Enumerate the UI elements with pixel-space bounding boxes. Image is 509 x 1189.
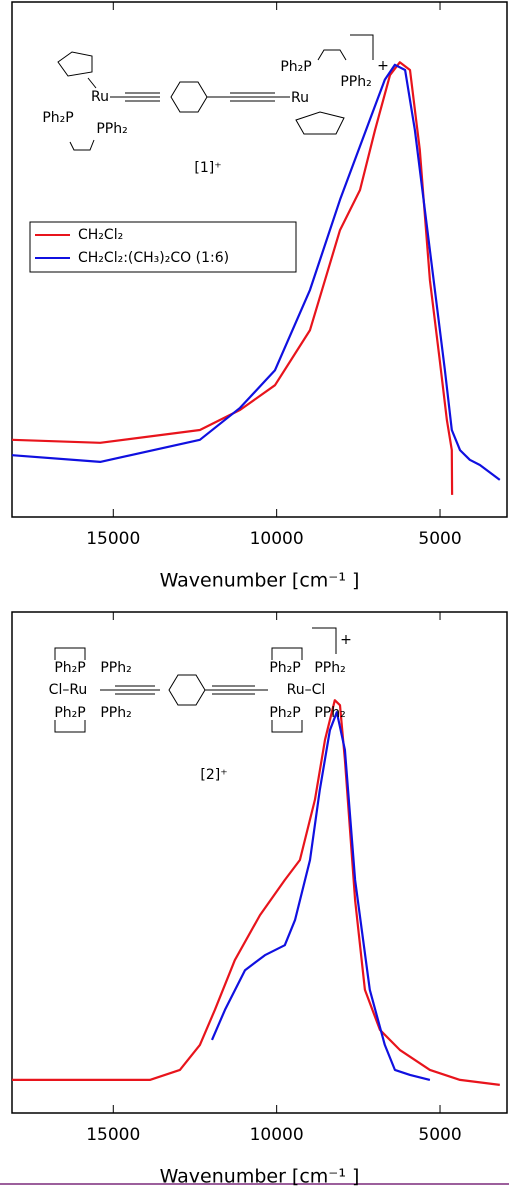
- legend-label: CH₂Cl₂: [78, 227, 123, 243]
- plot-frame: [11, 611, 508, 1114]
- x-axis-label: Wavenumber [cm⁻¹ ]: [160, 570, 360, 592]
- x-axis-label: Wavenumber [cm⁻¹ ]: [160, 1166, 360, 1188]
- x-tick-label: 10000: [250, 1125, 304, 1145]
- data-line: [12, 699, 500, 1086]
- structure-label: Cl–Ru: [49, 682, 88, 698]
- structure-label: [2]⁺: [200, 767, 227, 783]
- x-tick-label: 15000: [86, 529, 140, 549]
- structure-label: PPh₂: [314, 705, 345, 721]
- structure-label: Ph₂P: [54, 705, 85, 721]
- x-tick-label: 5000: [418, 529, 461, 549]
- x-tick-label: 5000: [418, 1125, 461, 1145]
- legend-label: CH₂Cl₂:(CH₃)₂CO (1:6): [78, 250, 229, 266]
- structure-label: Ru: [91, 89, 109, 105]
- structure-label: +: [377, 58, 389, 74]
- structure-label: PPh₂: [100, 660, 131, 676]
- data-line: [210, 711, 431, 1081]
- structure-label: PPh₂: [100, 705, 131, 721]
- structure-label: Ph₂P: [269, 660, 300, 676]
- structure-label: Ru: [291, 90, 309, 106]
- data-line: [11, 61, 454, 495]
- structure-label: [1]⁺: [194, 160, 221, 176]
- structure-label: Ph₂P: [54, 660, 85, 676]
- structure-2: [54, 627, 337, 733]
- x-tick-label: 15000: [86, 1125, 140, 1145]
- structure-label: Ph₂P: [42, 110, 73, 126]
- legend-box: [29, 221, 297, 273]
- x-tick-label: 10000: [250, 529, 304, 549]
- plot-frame: [11, 1, 508, 518]
- structure-label: PPh₂: [340, 74, 371, 90]
- structure-label: PPh₂: [96, 121, 127, 137]
- data-line: [11, 63, 501, 481]
- structure-label: PPh₂: [314, 660, 345, 676]
- structure-label: Ph₂P: [269, 705, 300, 721]
- structure-label: Ph₂P: [280, 59, 311, 75]
- structure-1: [57, 34, 374, 151]
- structure-label: Ru–Cl: [287, 682, 326, 698]
- structure-label: +: [340, 632, 352, 648]
